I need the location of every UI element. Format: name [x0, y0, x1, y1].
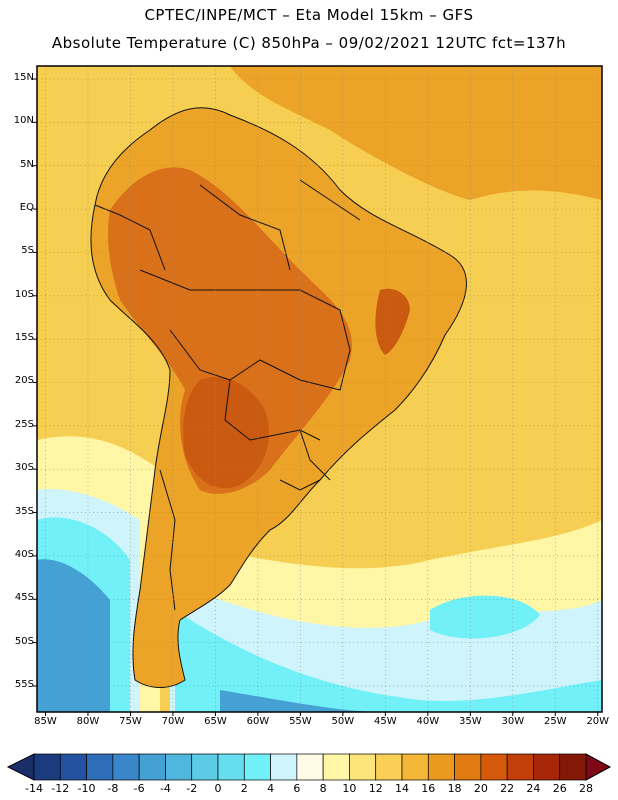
map-title-line2: Absolute Temperature (C) 850hPa – 09/02/… [51, 34, 567, 52]
lon-label: 80W [76, 716, 100, 727]
warm-atlantic-field [230, 66, 602, 200]
colorbar-swatch [454, 753, 482, 781]
lat-label: 20S [14, 375, 34, 387]
colorbar-over-arrow [585, 753, 612, 781]
colorbar-label: -6 [133, 782, 145, 795]
lat-ticks [33, 78, 37, 687]
lat-label: 55S [14, 678, 34, 690]
colorbar-swatch [243, 753, 271, 781]
lat-label: 15N [13, 72, 34, 83]
colorbar-label: 4 [267, 782, 275, 795]
lon-label: 70W [161, 716, 185, 727]
lat-label: 50S [14, 635, 34, 647]
colorbar-label: -14 [25, 782, 43, 795]
colorbar-label: 14 [395, 782, 409, 795]
lon-label: 35W [458, 716, 482, 727]
colorbar-swatch [86, 753, 114, 781]
colorbar-label: 6 [293, 782, 301, 795]
lat-label: 10S [14, 288, 34, 300]
lon-label: 65W [204, 716, 227, 727]
colorbar-label: 28 [579, 782, 593, 795]
colorbar-swatches [33, 753, 587, 781]
very-hot-core-field [183, 288, 410, 489]
colorbar-label: 24 [526, 782, 541, 795]
lon-label: 50W [331, 716, 355, 727]
lat-label: 15S [14, 332, 34, 344]
hot-interior-field [108, 167, 352, 494]
colorbar-swatch [138, 753, 166, 781]
lon-label: 40W [416, 716, 440, 727]
colorbar-swatch [559, 753, 587, 781]
colorbar-swatch [270, 753, 298, 781]
colorbar-swatch [296, 753, 324, 781]
colorbar-label: -4 [159, 782, 171, 795]
colorbar-swatch [349, 753, 377, 781]
lon-label: 30W [501, 716, 525, 727]
colorbar-label: -10 [77, 782, 96, 795]
colorbar-swatch [480, 753, 508, 781]
colorbar-label: 12 [368, 782, 383, 795]
lon-label: 75W [119, 716, 142, 727]
lon-label: 60W [246, 716, 270, 727]
colorbar-label: 26 [552, 782, 567, 795]
lat-label: 5N [20, 158, 34, 170]
lon-label: 20W [586, 716, 610, 727]
colorbar-swatch [165, 753, 193, 781]
lon-label: 85W [34, 716, 57, 727]
colorbar [6, 753, 612, 781]
colorbar-swatch [217, 753, 245, 781]
colorbar-swatch [112, 753, 140, 781]
colorbar-swatch [533, 753, 561, 781]
map-panel [37, 66, 602, 712]
colorbar-label: -8 [107, 782, 119, 795]
country-borders [90, 107, 467, 688]
colorbar-swatch [59, 753, 87, 781]
coldest-south-field [37, 559, 380, 712]
colorbar-swatch [401, 753, 429, 781]
lon-ticks [44, 712, 599, 716]
colorbar-swatch [427, 753, 455, 781]
colorbar-label: 20 [473, 782, 488, 795]
lat-label: 45S [14, 592, 34, 604]
colorbar-label: 22 [500, 782, 515, 795]
lat-label: EQ [19, 202, 34, 214]
colorbar-label: 18 [447, 782, 462, 795]
colorbar-under-arrow [6, 753, 35, 781]
lat-label: 10N [13, 115, 34, 127]
lon-label: 55W [289, 716, 312, 727]
lon-label: 45W [374, 716, 397, 727]
colorbar-label: -2 [186, 782, 198, 795]
colorbar-label: 2 [240, 782, 248, 795]
colorbar-label: 16 [421, 782, 436, 795]
colorbar-swatch [375, 753, 403, 781]
colorbar-label: 0 [214, 782, 222, 795]
map-title-line1: CPTEC/INPE/MCT – Eta Model 15km – GFS [144, 6, 474, 24]
lat-label: 5S [21, 245, 34, 257]
colorbar-label: -12 [51, 782, 70, 795]
colorbar-label: 10 [342, 782, 357, 795]
map-frame [36, 65, 603, 713]
colorbar-swatch [322, 753, 350, 781]
lat-label: 25S [14, 418, 34, 430]
lat-label: 40S [14, 548, 34, 560]
colorbar-swatch [191, 753, 219, 781]
lon-label: 25W [543, 716, 567, 727]
lat-label: 35S [14, 505, 34, 517]
colorbar-swatch [33, 753, 61, 781]
colorbar-label: 8 [319, 782, 327, 795]
colorbar-swatch [506, 753, 534, 781]
lat-label: 30S [14, 462, 34, 474]
